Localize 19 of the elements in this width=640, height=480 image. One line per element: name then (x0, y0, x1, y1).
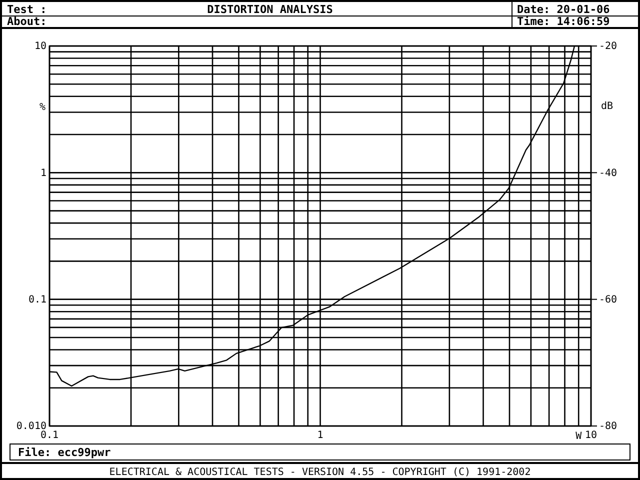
y-tick-label: 0.1 (28, 294, 46, 306)
text: Test : (7, 3, 47, 16)
y2-tick-label: -80 (599, 421, 618, 432)
x-tick-label: 1 (317, 430, 324, 442)
y2-tick-label: -20 (599, 41, 618, 52)
x-axis-title: W (576, 431, 583, 442)
chart-title: DISTORTION ANALYSIS (207, 3, 333, 16)
text: Date: 20-01-06 (517, 3, 610, 16)
y2-tick-label: -40 (599, 168, 618, 179)
y2-axis-title: dB (601, 101, 614, 112)
text: ELECTRICAL & ACOUSTICAL TESTS - VERSION 4.55 - COPYRIGHT (C) 1991-2002 (109, 467, 531, 478)
text: Time: 14:06:59 (517, 15, 610, 28)
y2-tick-label: -60 (599, 294, 618, 306)
y-tick-label: 1 (40, 168, 46, 179)
text: About: (7, 15, 47, 28)
x-tick-label: 10 (584, 430, 598, 442)
y-axis-title: % (39, 102, 46, 113)
y-tick-label: 10 (34, 41, 46, 52)
text: File: ecc99pwr (18, 446, 112, 459)
